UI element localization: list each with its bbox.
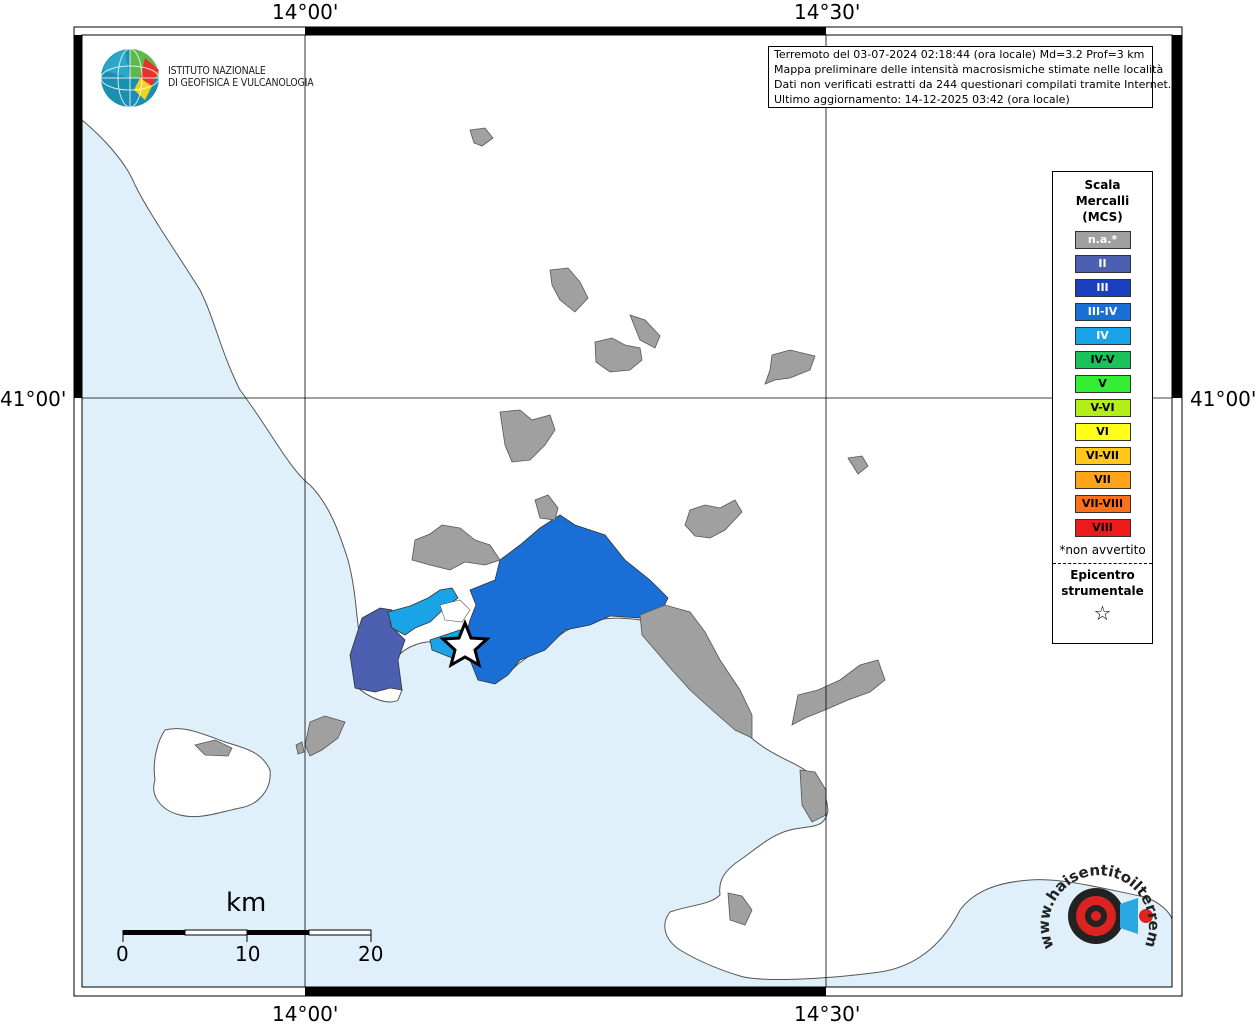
- lon-label-top-2: 14°30': [794, 0, 861, 24]
- map-area: [81, 35, 1173, 988]
- legend-title-line: (MCS): [1082, 210, 1123, 224]
- legend-items: n.a.* II III III-IV IV IV-V V V-VI VI VI-VII VII VI…: [1053, 231, 1152, 537]
- ingv-logo-line2: DI GEOFISICA E VULCANOLOGIA: [168, 77, 314, 89]
- legend-item: n.a.*: [1074, 231, 1131, 249]
- scale-tick-20: 20: [358, 942, 384, 966]
- legend-epicenter-line: Epicentro: [1070, 568, 1135, 582]
- lon-label-bottom-2: 14°30': [794, 1002, 861, 1026]
- ingv-logo-line1: ISTITUTO NAZIONALE: [168, 65, 266, 77]
- lon-label-top-1: 14°00': [272, 0, 339, 24]
- legend-item: IV-V: [1074, 351, 1131, 369]
- event-info-line: Mappa preliminare delle intensità macros…: [774, 63, 1164, 76]
- event-info-line: Dati non verificati estratti da 244 ques…: [774, 78, 1172, 91]
- legend-item: VII: [1074, 471, 1131, 489]
- legend-item: III-IV: [1074, 303, 1131, 321]
- legend-item: V-VI: [1074, 399, 1131, 417]
- hsit-logo-icon: www.haisentitoilterremoto.it: [1029, 838, 1163, 952]
- hsit-logo: www.haisentitoilterremoto.it: [1029, 838, 1164, 982]
- epicenter-star: [439, 618, 491, 669]
- graticule: [82, 35, 1172, 987]
- scale-tick-10: 10: [235, 942, 261, 966]
- ingv-logo: ISTITUTO NAZIONALE DI GEOFISICA E VULCAN…: [100, 48, 314, 110]
- legend-title-line: Mercalli: [1075, 194, 1130, 208]
- legend-title: Scala Mercalli (MCS): [1053, 177, 1152, 225]
- map-frame: [73, 26, 1183, 997]
- intensity-II-area: [349, 607, 406, 693]
- legend-item: III: [1074, 279, 1131, 297]
- scale-bar: [122, 929, 372, 942]
- unfelt-areas: [411, 127, 886, 926]
- legend-item: VI-VII: [1074, 447, 1131, 465]
- ischia-island: [153, 728, 271, 818]
- star-icon: ☆: [1093, 601, 1112, 625]
- legend-item: II: [1074, 255, 1131, 273]
- event-info-box: Terremoto del 03-07-2024 02:18:44 (ora l…: [768, 46, 1172, 108]
- legend-title-line: Scala: [1084, 178, 1121, 192]
- legend-item: V: [1074, 375, 1131, 393]
- scale-tick-0: 0: [116, 942, 129, 966]
- mcs-legend: Scala Mercalli (MCS) n.a.* II III III-IV IV I…: [1052, 171, 1153, 644]
- legend-item: VI: [1074, 423, 1131, 441]
- ingv-globe-icon: [100, 48, 160, 108]
- legend-note: *non avvertito: [1059, 543, 1146, 557]
- legend-epicenter-label: Epicentro strumentale: [1053, 567, 1152, 599]
- scale-unit: km: [226, 888, 267, 918]
- lat-label-right: 41°00': [1190, 387, 1255, 411]
- legend-item: VIII: [1074, 519, 1131, 537]
- legend-epicenter-line: strumentale: [1061, 584, 1144, 598]
- legend-item: VII-VIII: [1074, 495, 1131, 513]
- lat-label-left: 41°00': [0, 387, 67, 411]
- lon-label-bottom-1: 14°00': [272, 1002, 339, 1026]
- legend-divider: [1053, 563, 1152, 564]
- event-info-line: Ultimo aggiornamento: 14-12-2025 03:42 (…: [774, 93, 1070, 106]
- event-info-line: Terremoto del 03-07-2024 02:18:44 (ora l…: [774, 48, 1145, 61]
- legend-item: IV: [1074, 327, 1131, 345]
